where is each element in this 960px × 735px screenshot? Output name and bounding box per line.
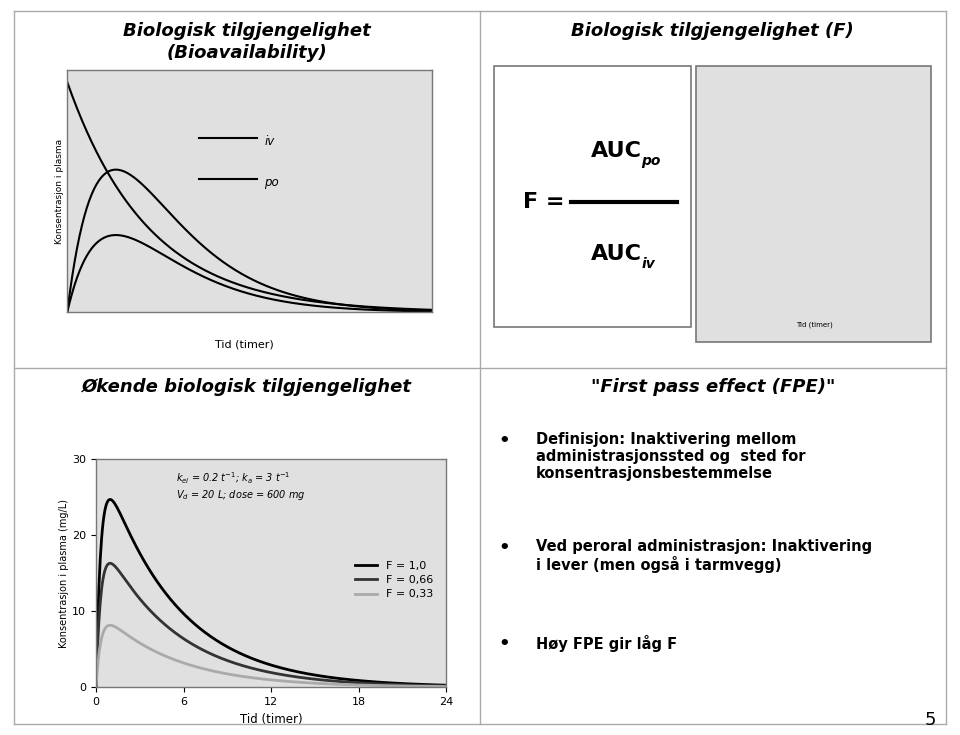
Text: AUC: AUC: [590, 243, 641, 264]
Text: $k_{el}$ = 0.2 t$^{-1}$; $k_a$ = 3 t$^{-1}$
$V_d$ = 20 L; dose = 600 mg: $k_{el}$ = 0.2 t$^{-1}$; $k_a$ = 3 t$^{-…: [177, 471, 306, 502]
Text: po: po: [813, 192, 824, 201]
Text: Definisjon: Inaktivering mellom
administrasjonssted og  sted for
konsentrasjonsb: Definisjon: Inaktivering mellom administ…: [536, 431, 805, 481]
Text: Biologisk tilgjengelighet (F): Biologisk tilgjengelighet (F): [571, 22, 854, 40]
Text: 5: 5: [924, 711, 936, 729]
Y-axis label: Konsentrasjon i plasma: Konsentrasjon i plasma: [718, 177, 724, 242]
Text: po: po: [264, 176, 279, 189]
Text: po: po: [641, 154, 660, 168]
Text: Høy FPE gir låg F: Høy FPE gir låg F: [536, 635, 677, 652]
Text: Biologisk tilgjengelighet
(Bioavailability): Biologisk tilgjengelighet (Bioavailabili…: [123, 22, 372, 62]
Text: Ved peroral administrasjon: Inaktivering
i lever (men også i tarmvegg): Ved peroral administrasjon: Inaktivering…: [536, 539, 872, 573]
Text: •: •: [498, 431, 511, 450]
Text: •: •: [498, 539, 511, 556]
Text: iv: iv: [641, 257, 655, 271]
Text: Økende biologisk tilgjengelighet: Økende biologisk tilgjengelighet: [83, 379, 412, 396]
Text: F =: F =: [523, 192, 564, 212]
X-axis label: Tid (timer): Tid (timer): [240, 712, 302, 725]
Text: AUC: AUC: [590, 140, 641, 161]
Text: •: •: [498, 635, 511, 653]
Y-axis label: Konsentrasjon i plasma: Konsentrasjon i plasma: [56, 138, 64, 244]
Legend: F = 1,0, F = 0,66, F = 0,33: F = 1,0, F = 0,66, F = 0,33: [350, 556, 438, 604]
Text: iv: iv: [264, 135, 275, 148]
Text: iv: iv: [813, 157, 821, 166]
Text: "First pass effect (FPE)": "First pass effect (FPE)": [590, 379, 835, 396]
Text: Tid (timer): Tid (timer): [215, 340, 275, 350]
Text: Tid (timer): Tid (timer): [796, 322, 832, 329]
Y-axis label: Konsentrasjon i plasma (mg/L): Konsentrasjon i plasma (mg/L): [60, 499, 69, 648]
